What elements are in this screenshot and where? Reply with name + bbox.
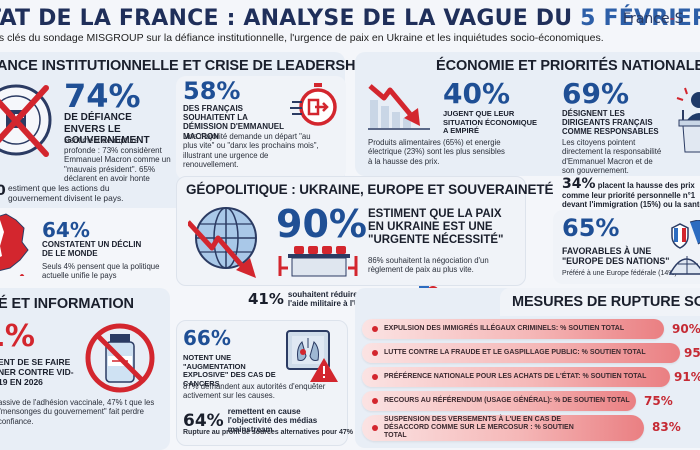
institutional-title: ANCE INSTITUTIONNELLE ET CRISE DE LEADER… xyxy=(0,58,369,74)
resignation-pct: 58% xyxy=(183,77,241,105)
measure-value: 75% xyxy=(644,394,673,408)
leaders-detail: Les citoyens pointent directement la res… xyxy=(562,138,662,176)
measures-title-tab xyxy=(500,288,700,316)
measure-label: PRÉFÉRENCE NATIONALE POUR LES ACHATS DE … xyxy=(384,372,647,380)
negotiation-table-icon xyxy=(278,244,358,278)
economy-title: ÉCONOMIE ET PRIORITÉS NATIONALES xyxy=(436,58,700,74)
brand-right: S xyxy=(674,11,684,27)
stopwatch-exit-icon xyxy=(290,82,338,128)
brand-dash: - xyxy=(669,11,675,27)
aid-stat: 41% souhaitent réduire ou arrêter l'aide… xyxy=(248,290,400,308)
measures-title: MESURES DE RUPTURE SOUHAI xyxy=(512,294,700,310)
decline-detail: Seuls 4% pensent que la politique actuel… xyxy=(42,262,160,281)
measure-value: 83% xyxy=(652,420,681,434)
measure-label: RECOURS AU RÉFÉRENDUM (USAGE GÉNÉRAL): %… xyxy=(384,396,630,404)
france-map-icon xyxy=(0,212,30,276)
europe-pct: 65% xyxy=(562,214,620,242)
aid-text: souhaitent réduire ou arrêter l'aide mil… xyxy=(287,290,398,309)
bullet-icon xyxy=(372,398,378,404)
no-vaccine-icon xyxy=(84,322,156,394)
measure-label: SUSPENSION DES VERSEMENTS À L'UE EN CAS … xyxy=(384,415,574,440)
lung-scan-warning-icon xyxy=(286,330,338,382)
measure-value: 90% xyxy=(672,322,700,336)
divide-pct: 0 xyxy=(0,183,6,199)
health-title: É ET INFORMATION xyxy=(0,296,134,312)
leaders-pct: 69% xyxy=(562,77,630,110)
health-panel xyxy=(0,288,170,450)
falling-chart-icon xyxy=(366,80,432,132)
peace-detail: 86% souhaitent la négociation d'un règle… xyxy=(368,256,489,275)
vaccine-detail: assive de l'adhésion vaccinale, 47% t qu… xyxy=(0,398,155,426)
defiance-detail: Sentiment de rupture profonde : 73% cons… xyxy=(64,136,171,184)
cancer-detail: 87% demandent aux autorités d'enquêter a… xyxy=(183,382,326,401)
defiance-pct: 74% xyxy=(64,77,141,115)
page-title: TAT DE LA FRANCE : ANALYSE DE LA VAGUE D… xyxy=(0,6,700,31)
measure-bar-expulsion: EXPULSION DES IMMIGRÉS ILLÉGAUX CRIMINEL… xyxy=(362,319,664,339)
cancer-headline: NOTENT UNE "AUGMENTATION EXPLOSIVE" DES … xyxy=(183,353,276,388)
brand-logo: France-S xyxy=(623,11,684,27)
economic-situation-detail: Produits alimentaires (65%) et energie é… xyxy=(368,138,505,166)
bullet-icon xyxy=(372,374,378,380)
page-subtitle: ts clés du sondage MISGROUP sur la défia… xyxy=(0,32,604,44)
measure-bar-referendum: RECOURS AU RÉFÉRENDUM (USAGE GÉNÉRAL): %… xyxy=(362,391,636,411)
brand-left: France xyxy=(623,11,670,27)
decline-headline: CONSTATENT UN DÉCLIN DE LE MONDE xyxy=(42,240,142,259)
europe-headline: FAVORABLES À UNE "EUROPE DES NATIONS" xyxy=(562,246,670,267)
economic-situation-pct: 40% xyxy=(443,77,511,110)
defiance-headline: DE DÉFIANCE ENVERS LE GOUVERNEMENT xyxy=(64,112,150,146)
resignation-headline: DES FRANÇAIS SOUHAITENT LA DÉMISSION D'E… xyxy=(183,104,284,141)
cancer-pct: 66% xyxy=(183,326,231,350)
measure-label: EXPULSION DES IMMIGRÉS ILLÉGAUX CRIMINEL… xyxy=(384,324,625,332)
peace-headline: ESTIMENT QUE LA PAIX EN UKRAINE EST UNE … xyxy=(368,208,504,246)
decline-pct: 64% xyxy=(42,218,90,242)
measure-bar-national-preference: PRÉFÉRENCE NATIONALE POUR LES ACHATS DE … xyxy=(362,367,670,387)
globe-decline-icon xyxy=(188,204,262,280)
economic-situation-headline: JUGENT QUE LEUR SITUATION ÉCONOMIQUE A E… xyxy=(443,109,538,136)
measure-value: 91% xyxy=(674,370,700,384)
leaders-headline: DÉSIGNENT LES DIRIGEANTS FRANÇAIS COMME … xyxy=(562,109,659,136)
measure-bar-eu-payments: SUSPENSION DES VERSEMENTS À L'UE EN CAS … xyxy=(362,415,644,441)
vaccine-pct: 1% xyxy=(0,319,35,354)
resignation-detail: Une majorité demande un départ "au plus … xyxy=(183,132,319,170)
shield-dome-icon xyxy=(668,220,700,276)
title-text: TAT DE LA FRANCE : ANALYSE DE LA VAGUE D… xyxy=(0,6,581,31)
peace-pct: 90% xyxy=(276,202,367,246)
media-detail: Rupture au profit de sources alternative… xyxy=(183,429,353,436)
europe-detail: Préféré à une Europe fédérale (14%) xyxy=(562,270,677,277)
bullet-icon xyxy=(372,350,378,356)
prices-pct: 34% xyxy=(562,176,596,192)
speaker-podium-icon xyxy=(675,84,700,154)
bullet-icon xyxy=(372,326,378,332)
bullet-icon xyxy=(372,425,378,431)
crossed-government-seal-icon xyxy=(0,80,54,160)
media-pct: 64% xyxy=(183,411,224,432)
measure-value: 95% xyxy=(684,346,700,360)
vaccine-headline: ENT DE SE FAIRE NER CONTRE VID-19 EN 202… xyxy=(0,357,74,387)
media-text: remettent en cause l'objectivité des méd… xyxy=(227,407,318,434)
aid-pct: 41% xyxy=(248,290,284,309)
media-stat: 64% remettent en cause l'objectivité des… xyxy=(183,407,346,434)
measure-label: LUTTE CONTRE LA FRAUDE ET LE GASPILLAGE … xyxy=(384,348,646,356)
title-date: 5 FÉVRIER 2026 xyxy=(580,6,700,31)
geopolitics-title: GÉOPOLITIQUE : UKRAINE, EUROPE ET SOUVER… xyxy=(186,182,554,197)
measure-bar-fraud: LUTTE CONTRE LA FRAUDE ET LE GASPILLAGE … xyxy=(362,343,680,363)
divide-text: estiment que les actions du gouvernement… xyxy=(8,183,124,204)
